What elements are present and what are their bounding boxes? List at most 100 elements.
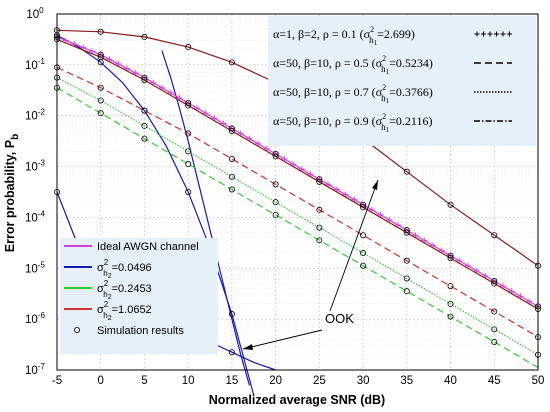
- sim-point-7: [272, 199, 279, 206]
- sim-point-7: [97, 97, 104, 104]
- sigma-legend-sub: h: [103, 290, 107, 299]
- sigma-legend-text-1: σ2 h2=0.0496: [97, 258, 152, 280]
- sim-point-6: [97, 84, 104, 91]
- parameter-legend-box: [268, 16, 536, 146]
- y-tick-2: 10-2: [25, 108, 45, 123]
- sim-point-6: [228, 155, 235, 162]
- x-tick-6: 25: [313, 375, 326, 387]
- ook-annotation: OOK: [242, 179, 379, 350]
- sim-point-1: [228, 349, 235, 356]
- series-line-0: [56, 34, 255, 396]
- param-legend-post: =2.699): [377, 27, 415, 41]
- sim-point-8: [403, 288, 410, 295]
- y-tick-exp: -6: [38, 311, 46, 320]
- x-tick-7: 30: [357, 375, 370, 387]
- y-tick-base: 10: [25, 60, 38, 72]
- param-legend-text-2: α=50, β=10, ρ = 0.7 (σ2 h1=0.3766): [273, 83, 433, 105]
- plot-frame: [56, 13, 539, 371]
- y-tick-base: 10: [25, 212, 38, 224]
- sigma-legend-sub: h: [103, 269, 107, 278]
- sigma-legend-swatch-4: [74, 326, 81, 333]
- ook-arrow-2: [242, 329, 323, 350]
- param-legend-text-0: α=1, β=2, ρ = 0.1 (σ2 h1=2.699): [273, 25, 415, 47]
- sim-point-6: [141, 107, 148, 114]
- sim-point-4: [272, 150, 279, 157]
- sim-point-8: [316, 237, 323, 244]
- sim-point-4: [97, 51, 104, 58]
- x-tick-5: 20: [269, 375, 282, 387]
- sim-point-8: [272, 211, 279, 218]
- y-tick-base: 10: [25, 263, 38, 275]
- param-legend-subsub: 1: [386, 126, 390, 134]
- param-legend-main: α=50, β=10, ρ = 0.7 (σ: [273, 85, 383, 99]
- x-tick-11: 50: [532, 375, 545, 387]
- y-tick-1: 10-1: [25, 57, 45, 72]
- sim-point-7: [141, 122, 148, 129]
- sim-point-8: [185, 161, 192, 168]
- series-line-5: [56, 38, 539, 310]
- sim-point-6: [447, 283, 454, 290]
- x-tick-labels: -5 0 5 10 15 20 25 30 35 40 45 50: [52, 375, 545, 387]
- x-tick-4: 15: [226, 375, 239, 387]
- param-legend-sup: 2: [382, 54, 386, 63]
- sigma-legend-subsub: 2: [108, 315, 112, 322]
- param-legend-sub: h: [369, 35, 374, 45]
- sigma-legend-sup: 2: [104, 279, 109, 288]
- sim-point-7: [360, 250, 367, 257]
- sim-point-3: [228, 59, 235, 66]
- param-legend-swatch-0: [474, 31, 480, 37]
- sim-point-3: [491, 232, 498, 239]
- y-tick-exp: -7: [38, 362, 46, 371]
- sim-point-6: [360, 232, 367, 239]
- sigma-legend-pre: σ: [97, 283, 104, 295]
- sim-point-4: [185, 100, 192, 107]
- sim-point-4: [491, 277, 498, 284]
- sim-point-3: [97, 28, 104, 35]
- param-legend-main: α=50, β=10, ρ = 0.5 (σ: [273, 56, 383, 70]
- sim-point-8: [141, 135, 148, 142]
- param-legend-subsub: 1: [374, 39, 378, 47]
- sim-point-6: [403, 257, 410, 264]
- param-legend-post: =0.5234): [389, 56, 433, 70]
- x-tick-2: 5: [141, 375, 147, 387]
- param-legend-main: α=1, β=2, ρ = 0.1 (σ: [273, 27, 371, 41]
- sim-point-8: [447, 313, 454, 320]
- param-legend-sub: h: [381, 93, 386, 103]
- y-tick-exp: -3: [38, 159, 46, 168]
- sim-point-6: [491, 308, 498, 315]
- series-line-6: [56, 66, 539, 338]
- ook-arrow-1: [329, 179, 379, 312]
- sim-point-8: [360, 262, 367, 269]
- param-legend-main: α=50, β=10, ρ = 0.9 (σ: [273, 114, 383, 128]
- param-legend-subsub: 1: [386, 68, 390, 76]
- series-line-4: [56, 36, 539, 307]
- sigma-legend-sup: 2: [104, 258, 109, 267]
- x-tick-10: 45: [488, 375, 501, 387]
- sigma-legend-sub: h: [103, 311, 107, 320]
- sim-point-6: [316, 206, 323, 213]
- y-tick-exp: 0: [39, 6, 44, 15]
- sigma-legend-post: =0.0496: [112, 262, 152, 274]
- sigma-legend-text-2: σ2 h2=0.2453: [97, 279, 152, 301]
- sim-point-8: [228, 186, 235, 193]
- sim-point-6: [185, 130, 192, 137]
- y-tick-exp: -4: [38, 209, 46, 218]
- sim-point-4: [360, 201, 367, 208]
- sim-point-5: [403, 229, 410, 236]
- sim-point-3: [403, 168, 410, 175]
- sim-point-4: [141, 74, 148, 81]
- y-axis-label: Error probability, Pb: [3, 134, 21, 252]
- sigma-legend-sup: 2: [104, 300, 109, 309]
- sim-point-4: [403, 227, 410, 234]
- param-legend-swatch-0: [500, 31, 506, 37]
- param-legend-swatch-0: [494, 31, 499, 37]
- param-legend-text-1: α=50, β=10, ρ = 0.5 (σ2 h1=0.5234): [273, 54, 433, 76]
- sigma-legend-pre: σ: [97, 262, 104, 274]
- sim-point-0: [228, 311, 235, 318]
- sim-point-5: [97, 54, 104, 61]
- param-legend-subsub: 1: [386, 97, 390, 105]
- sim-point-5: [360, 204, 367, 211]
- y-tick-base: 10: [25, 314, 38, 326]
